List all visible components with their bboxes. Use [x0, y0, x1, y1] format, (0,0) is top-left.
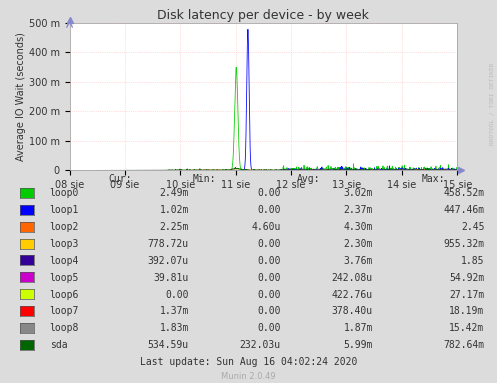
Text: Avg:: Avg: — [297, 174, 321, 184]
Text: 27.17m: 27.17m — [449, 290, 485, 300]
Text: 2.49m: 2.49m — [160, 188, 189, 198]
Text: loop1: loop1 — [50, 205, 79, 215]
Text: 0.00: 0.00 — [257, 239, 281, 249]
Text: 232.03u: 232.03u — [240, 340, 281, 350]
Text: 0.00: 0.00 — [257, 290, 281, 300]
Text: 1.87m: 1.87m — [343, 323, 373, 333]
Text: 778.72u: 778.72u — [148, 239, 189, 249]
Text: loop3: loop3 — [50, 239, 79, 249]
Text: 0.00: 0.00 — [257, 306, 281, 316]
Text: 0.00: 0.00 — [166, 290, 189, 300]
Text: loop7: loop7 — [50, 306, 79, 316]
Text: loop2: loop2 — [50, 222, 79, 232]
Text: 2.45: 2.45 — [461, 222, 485, 232]
Text: 4.30m: 4.30m — [343, 222, 373, 232]
Text: 4.60u: 4.60u — [251, 222, 281, 232]
Text: 242.08u: 242.08u — [331, 273, 373, 283]
Text: loop8: loop8 — [50, 323, 79, 333]
Text: 54.92m: 54.92m — [449, 273, 485, 283]
Text: Cur:: Cur: — [108, 174, 132, 184]
Text: loop6: loop6 — [50, 290, 79, 300]
Text: 1.85: 1.85 — [461, 256, 485, 266]
Y-axis label: Average IO Wait (seconds): Average IO Wait (seconds) — [16, 32, 26, 161]
Text: 378.40u: 378.40u — [331, 306, 373, 316]
Text: 0.00: 0.00 — [257, 188, 281, 198]
Text: 1.83m: 1.83m — [160, 323, 189, 333]
Text: Munin 2.0.49: Munin 2.0.49 — [221, 372, 276, 381]
Text: 1.02m: 1.02m — [160, 205, 189, 215]
Text: 447.46m: 447.46m — [443, 205, 485, 215]
Text: 0.00: 0.00 — [257, 205, 281, 215]
Text: 5.99m: 5.99m — [343, 340, 373, 350]
Text: Last update: Sun Aug 16 04:02:24 2020: Last update: Sun Aug 16 04:02:24 2020 — [140, 357, 357, 367]
Text: 0.00: 0.00 — [257, 256, 281, 266]
Text: sda: sda — [50, 340, 67, 350]
Text: 422.76u: 422.76u — [331, 290, 373, 300]
Text: 534.59u: 534.59u — [148, 340, 189, 350]
Text: 3.02m: 3.02m — [343, 188, 373, 198]
Text: 39.81u: 39.81u — [154, 273, 189, 283]
Text: 392.07u: 392.07u — [148, 256, 189, 266]
Text: loop0: loop0 — [50, 188, 79, 198]
Text: 3.76m: 3.76m — [343, 256, 373, 266]
Text: 0.00: 0.00 — [257, 323, 281, 333]
Title: Disk latency per device - by week: Disk latency per device - by week — [158, 9, 369, 22]
Text: 18.19m: 18.19m — [449, 306, 485, 316]
Text: 15.42m: 15.42m — [449, 323, 485, 333]
Text: RRDTOOL / TOBI OETIKER: RRDTOOL / TOBI OETIKER — [490, 62, 495, 145]
Text: loop5: loop5 — [50, 273, 79, 283]
Text: Min:: Min: — [193, 174, 216, 184]
Text: 1.37m: 1.37m — [160, 306, 189, 316]
Text: 0.00: 0.00 — [257, 273, 281, 283]
Text: 955.32m: 955.32m — [443, 239, 485, 249]
Text: 2.30m: 2.30m — [343, 239, 373, 249]
Text: Max:: Max: — [421, 174, 445, 184]
Text: 2.37m: 2.37m — [343, 205, 373, 215]
Text: loop4: loop4 — [50, 256, 79, 266]
Text: 782.64m: 782.64m — [443, 340, 485, 350]
Text: 2.25m: 2.25m — [160, 222, 189, 232]
Text: 458.52m: 458.52m — [443, 188, 485, 198]
